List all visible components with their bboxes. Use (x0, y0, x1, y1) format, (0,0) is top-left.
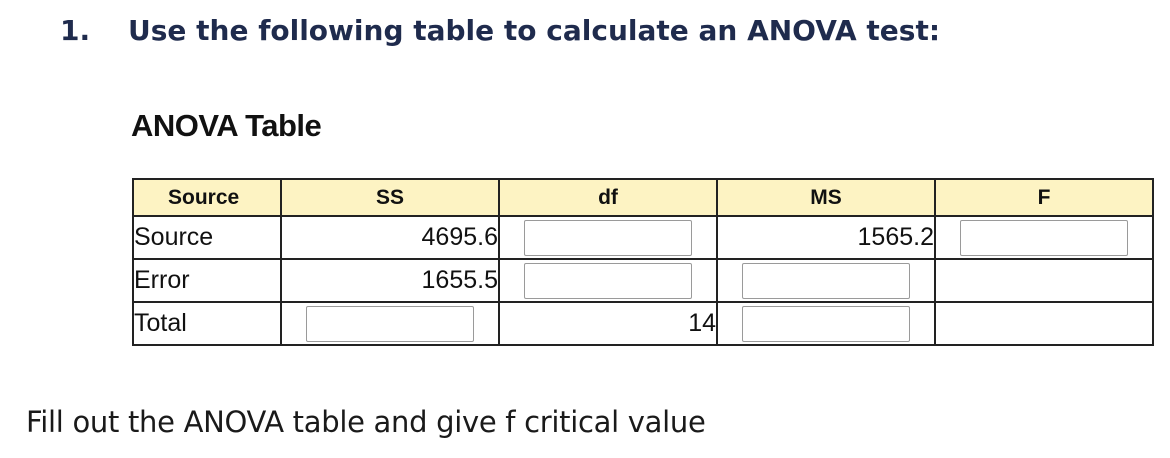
total-df-value: 14 (498, 301, 718, 346)
error-ms-input[interactable] (742, 262, 910, 299)
error-ss-value: 1655.5 (280, 258, 500, 303)
row-label-error: Error (132, 258, 282, 303)
source-ss-value: 4695.6 (280, 215, 500, 260)
header-ms: MS (716, 178, 936, 217)
source-f-cell (934, 215, 1154, 260)
anova-table-title: ANOVA Table (131, 108, 322, 143)
question-heading: 1. Use the following table to calculate … (60, 14, 940, 47)
header-df: df (498, 178, 718, 217)
error-ms-cell (716, 258, 936, 303)
header-f: F (934, 178, 1154, 217)
header-ss: SS (280, 178, 500, 217)
table-row-total: Total 14 (132, 301, 1154, 346)
source-f-input[interactable] (960, 219, 1128, 256)
table-row-error: Error 1655.5 (132, 258, 1154, 303)
total-ss-cell (280, 301, 500, 346)
total-ms-cell (716, 301, 936, 346)
total-f-cell (934, 301, 1154, 346)
question-number: 1. (60, 14, 91, 47)
anova-table: Source SS df MS F Source 4695.6 1565.2 E… (132, 178, 1154, 346)
row-label-source: Source (132, 215, 282, 260)
total-ss-input[interactable] (306, 305, 474, 342)
row-label-total: Total (132, 301, 282, 346)
source-df-input[interactable] (524, 219, 692, 256)
total-ms-input[interactable] (742, 305, 910, 342)
source-ms-value: 1565.2 (716, 215, 936, 260)
instruction-text: Fill out the ANOVA table and give f crit… (26, 405, 706, 439)
question-text: Use the following table to calculate an … (128, 14, 941, 47)
error-f-cell (934, 258, 1154, 303)
error-df-cell (498, 258, 718, 303)
error-df-input[interactable] (524, 262, 692, 299)
header-row: Source SS df MS F (132, 178, 1154, 217)
header-source: Source (132, 178, 282, 217)
source-df-cell (498, 215, 718, 260)
table-row-source: Source 4695.6 1565.2 (132, 215, 1154, 260)
